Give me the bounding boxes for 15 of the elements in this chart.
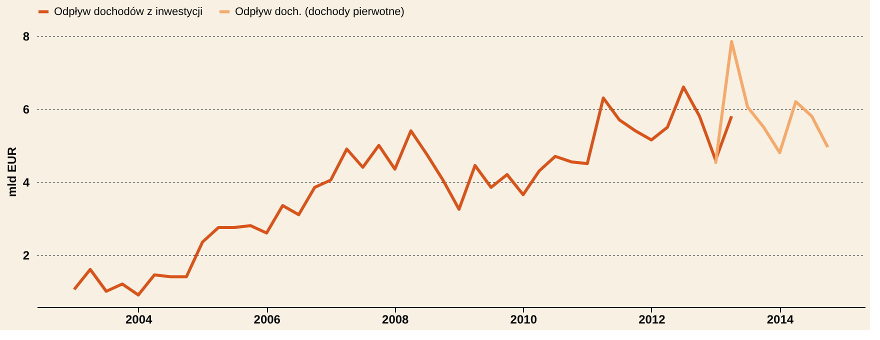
y-tick-label: 4 xyxy=(22,175,30,190)
x-tick-label: 2006 xyxy=(254,312,281,326)
y-tick-label: 8 xyxy=(22,30,30,44)
x-tick-label: 2008 xyxy=(382,312,410,326)
legend-label: Odpływ dochodów z inwestycji xyxy=(54,6,203,18)
line-series xyxy=(714,40,830,166)
line-series xyxy=(72,86,734,296)
x-tick-label: 2004 xyxy=(125,312,153,326)
legend-label: Odpływ doch. (dochody pierwotne) xyxy=(235,6,404,18)
y-axis-title: mld EUR xyxy=(4,146,19,198)
x-tick-label: 2014 xyxy=(766,312,794,326)
x-tick-label: 2012 xyxy=(638,312,666,326)
x-tick-label: 2010 xyxy=(510,312,538,326)
y-tick-label: 2 xyxy=(22,248,30,262)
y-tick-label: 6 xyxy=(22,102,30,116)
